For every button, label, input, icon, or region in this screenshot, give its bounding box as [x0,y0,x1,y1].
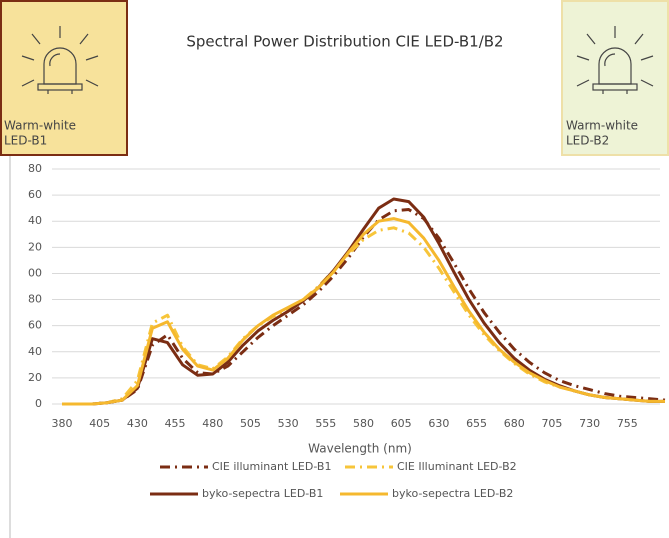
x-tick-label: 555 [315,417,336,430]
y-tick-label: 40 [28,214,42,227]
x-tick-label: 755 [617,417,638,430]
y-tick-label: 80 [28,293,42,306]
badge-label: LED-B2 [566,134,609,148]
y-tick-label: 80 [28,162,42,175]
bulb-icon [576,26,654,94]
x-tick-label: 530 [278,417,299,430]
legend-label: byko-sepectra LED-B1 [202,487,323,500]
badge-label: Warm-white [4,119,76,133]
x-tick-label: 455 [165,417,186,430]
legend-label: CIE Illuminant LED-B2 [397,460,517,473]
x-tick-label: 430 [127,417,148,430]
x-tick-label: 505 [240,417,261,430]
y-tick-label: 40 [28,345,42,358]
y-tick-label: 20 [28,240,42,253]
x-tick-label: 605 [391,417,412,430]
legend-label: byko-sepectra LED-B2 [392,487,513,500]
chart-title: Spectral Power Distribution CIE LED-B1/B… [186,33,503,51]
y-tick-label: 60 [28,188,42,201]
x-tick-label: 380 [52,417,73,430]
badge-label: LED-B1 [4,134,47,148]
legend-label: CIE illuminant LED-B1 [212,460,331,473]
x-tick-label: 730 [579,417,600,430]
x-axis-label: Wavelength (nm) [308,442,412,456]
x-tick-label: 630 [428,417,449,430]
x-tick-label: 480 [202,417,223,430]
series-line [62,217,665,406]
y-tick-label: 20 [28,371,42,384]
x-tick-label: 655 [466,417,487,430]
series-line [62,197,665,406]
y-tick-label: 0 [35,397,42,410]
badge-label: Warm-white [566,119,638,133]
x-tick-label: 680 [504,417,525,430]
x-tick-label: 580 [353,417,374,430]
x-tick-label: 405 [89,417,110,430]
series-line [62,208,666,406]
x-tick-label: 705 [541,417,562,430]
bulb-icon [21,26,99,94]
y-tick-label: 00 [28,266,42,279]
y-tick-label: 60 [28,319,42,332]
badge-b1 [0,0,128,156]
